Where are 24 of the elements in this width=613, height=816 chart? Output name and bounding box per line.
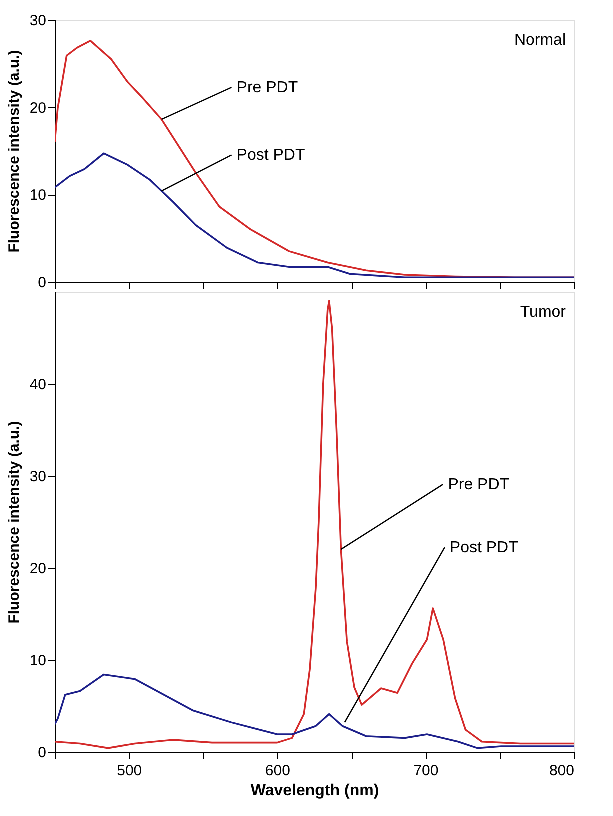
annotation: Normal	[514, 32, 566, 49]
y-tick-label: 30	[30, 12, 46, 30]
annotation: Pre PDT	[448, 476, 510, 494]
annotation: Post PDT	[236, 147, 306, 164]
x-tick-label: 800	[549, 762, 574, 780]
x-tick-label: 500	[117, 762, 142, 780]
y-tick-label: 40	[30, 376, 46, 394]
line-series	[55, 674, 574, 750]
y-tick-label: 10	[30, 187, 46, 204]
y-tick-label: 10	[30, 652, 46, 670]
x-tick-label: 700	[414, 762, 439, 780]
y-axis-title: Fluorescence intensity (a.u.)	[6, 50, 23, 253]
x-axis-title: Wavelength (nm)	[250, 782, 380, 800]
y-axis-title: Fluorescence intensity (a.u.)	[6, 421, 23, 624]
y-tick-label: 0	[38, 274, 46, 292]
y-tick-label: 0	[38, 744, 46, 762]
y-tick-label: 20	[30, 560, 46, 578]
x-tick-label: 600	[265, 762, 290, 780]
annotation: Tumor	[520, 304, 567, 321]
line-series	[55, 300, 574, 750]
annotation: Pre PDT	[236, 80, 298, 97]
annotation: Post PDT	[450, 540, 519, 557]
y-tick-label: 30	[30, 468, 46, 486]
y-tick-label: 20	[30, 100, 46, 117]
